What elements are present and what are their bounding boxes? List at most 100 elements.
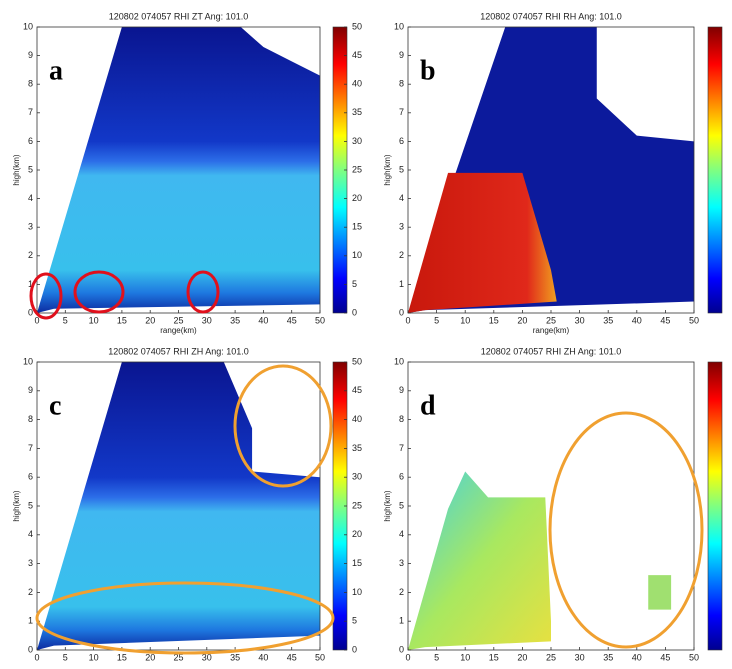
colorbar-tick-label: 30 bbox=[352, 136, 362, 146]
x-tick-label: 30 bbox=[575, 315, 585, 325]
y-tick-label: 2 bbox=[399, 587, 404, 597]
y-tick-label: 4 bbox=[399, 529, 404, 539]
x-tick-label: 15 bbox=[489, 652, 499, 662]
colorbar-tick-label: 0 bbox=[352, 307, 357, 317]
y-tick-label: 0 bbox=[28, 644, 33, 654]
y-tick-label: 2 bbox=[28, 587, 33, 597]
colorbar bbox=[707, 26, 723, 314]
y-tick-label: 7 bbox=[399, 443, 404, 453]
x-tick-label: 10 bbox=[460, 315, 470, 325]
x-tick-label: 20 bbox=[517, 315, 527, 325]
y-tick-label: 3 bbox=[399, 558, 404, 568]
x-tick-label: 35 bbox=[603, 652, 613, 662]
y-tick-label: 1 bbox=[28, 616, 33, 626]
y-tick-label: 10 bbox=[23, 356, 33, 366]
colorbar-tick-label: 20 bbox=[352, 193, 362, 203]
y-tick-label: 10 bbox=[394, 21, 404, 31]
panel: 120802 074057 RHI RH Ang: 101.0b0 5 10 15 20… bbox=[383, 11, 723, 335]
x-tick-label: 25 bbox=[173, 315, 183, 325]
x-tick-label: 10 bbox=[460, 652, 470, 662]
y-tick-label: 6 bbox=[28, 136, 33, 146]
x-tick-label: 25 bbox=[546, 652, 556, 662]
y-tick-label: 2 bbox=[28, 250, 33, 260]
colorbar-tick-label: 45 bbox=[352, 50, 362, 60]
radar-field bbox=[240, 27, 320, 76]
colorbar-tick-label: 40 bbox=[352, 414, 362, 424]
x-tick-label: 5 bbox=[63, 652, 68, 662]
y-tick-label: 3 bbox=[399, 222, 404, 232]
x-tick-label: 15 bbox=[117, 652, 127, 662]
highlight-circle bbox=[73, 270, 125, 314]
y-axis-label: high(km) bbox=[383, 490, 392, 521]
y-tick-label: 6 bbox=[28, 472, 33, 482]
x-tick-label: 30 bbox=[202, 315, 212, 325]
y-axis-label: high(km) bbox=[383, 154, 392, 185]
x-tick-label: 10 bbox=[89, 652, 99, 662]
colorbar-tick-label: 35 bbox=[352, 107, 362, 117]
panel-title: 120802 074057 RHI ZT Ang: 101.0 bbox=[109, 11, 248, 21]
x-tick-label: 20 bbox=[145, 315, 155, 325]
colorbar-tick-label: 50 bbox=[352, 356, 362, 366]
y-axis-label: high(km) bbox=[12, 154, 21, 185]
colorbar-tick-label: 10 bbox=[352, 587, 362, 597]
x-axis-label: range(km) bbox=[533, 326, 570, 335]
x-tick-label: 35 bbox=[603, 315, 613, 325]
colorbar-tick-label: 45 bbox=[352, 385, 362, 395]
y-tick-label: 4 bbox=[28, 193, 33, 203]
panel-letter: c bbox=[49, 390, 61, 421]
x-tick-label: 50 bbox=[689, 652, 699, 662]
x-tick-label: 40 bbox=[258, 652, 268, 662]
y-tick-label: 7 bbox=[28, 443, 33, 453]
x-tick-label: 25 bbox=[173, 652, 183, 662]
panel-letter: b bbox=[420, 55, 436, 86]
highlight-ellipse bbox=[548, 411, 704, 649]
y-tick-label: 9 bbox=[28, 385, 33, 395]
y-tick-label: 8 bbox=[399, 79, 404, 89]
colorbar bbox=[707, 361, 723, 651]
radar-field bbox=[408, 172, 557, 313]
colorbar-tick-label: 20 bbox=[352, 529, 362, 539]
x-tick-label: 10 bbox=[89, 315, 99, 325]
y-tick-label: 8 bbox=[28, 414, 33, 424]
panel-title: 120802 074057 RHI RH Ang: 101.0 bbox=[480, 11, 622, 21]
y-tick-label: 7 bbox=[399, 107, 404, 117]
x-tick-label: 0 bbox=[34, 652, 39, 662]
x-tick-label: 5 bbox=[434, 315, 439, 325]
y-tick-label: 9 bbox=[399, 385, 404, 395]
y-tick-label: 10 bbox=[23, 21, 33, 31]
x-tick-label: 50 bbox=[315, 315, 325, 325]
y-tick-label: 5 bbox=[399, 164, 404, 174]
x-tick-label: 35 bbox=[230, 315, 240, 325]
y-tick-label: 8 bbox=[399, 414, 404, 424]
colorbar-tick-label: 5 bbox=[352, 616, 357, 626]
y-tick-label: 4 bbox=[399, 193, 404, 203]
radar-field bbox=[648, 575, 672, 610]
colorbar-tick-label: 30 bbox=[352, 472, 362, 482]
y-tick-label: 1 bbox=[399, 279, 404, 289]
colorbar-tick-label: 35 bbox=[352, 443, 362, 453]
colorbar-tick-label: 15 bbox=[352, 558, 362, 568]
x-tick-label: 5 bbox=[63, 315, 68, 325]
panel: 120802 074057 RHI ZH Ang: 101.0d0 5 10 15 20… bbox=[383, 346, 723, 669]
x-tick-label: 5 bbox=[434, 652, 439, 662]
colorbar-tick-label: 0 bbox=[352, 644, 357, 654]
colorbar-tick-label: 40 bbox=[352, 79, 362, 89]
radar-field bbox=[408, 471, 551, 650]
y-tick-label: 8 bbox=[28, 79, 33, 89]
x-axis-label: range(km) bbox=[160, 326, 197, 335]
panel: 120802 074057 RHI ZH Ang: 101.0c0 5 10 15 20… bbox=[12, 346, 362, 669]
x-tick-label: 0 bbox=[34, 315, 39, 325]
y-tick-label: 3 bbox=[28, 222, 33, 232]
panel: 120802 074057 RHI ZT Ang: 101.0a0 5 10 15 20… bbox=[12, 11, 362, 335]
highlight-ellipse bbox=[233, 364, 333, 488]
y-tick-label: 9 bbox=[399, 50, 404, 60]
y-tick-label: 2 bbox=[399, 250, 404, 260]
y-tick-label: 0 bbox=[399, 644, 404, 654]
panel-title: 120802 074057 RHI ZH Ang: 101.0 bbox=[481, 346, 622, 356]
y-tick-label: 1 bbox=[28, 279, 33, 289]
y-tick-label: 5 bbox=[399, 500, 404, 510]
x-tick-label: 45 bbox=[660, 315, 670, 325]
x-tick-label: 45 bbox=[287, 652, 297, 662]
y-axis-label: high(km) bbox=[12, 490, 21, 521]
y-tick-label: 10 bbox=[394, 356, 404, 366]
